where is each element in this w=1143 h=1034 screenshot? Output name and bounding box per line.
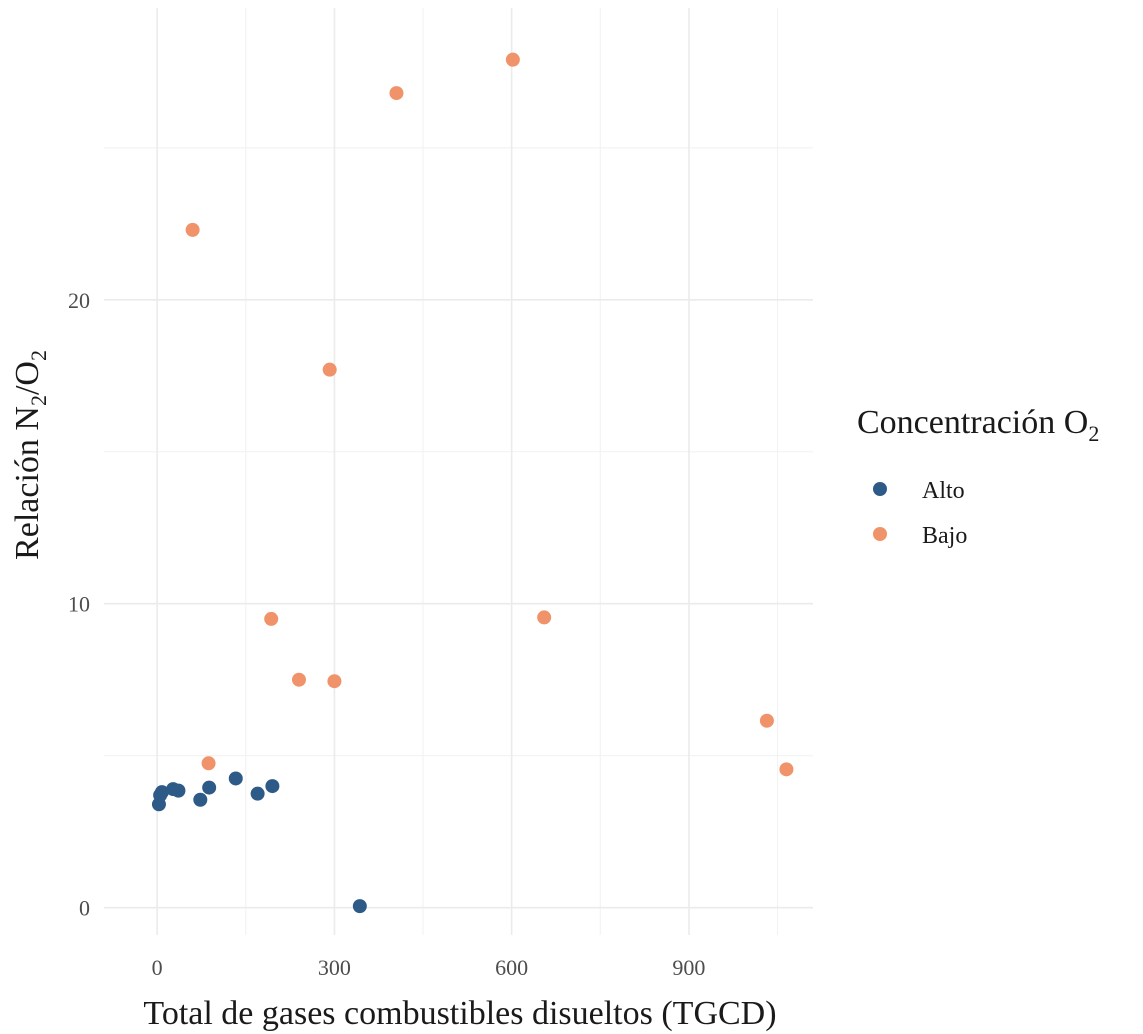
data-point-bajo xyxy=(185,222,200,237)
y-axis-title: Relación N2/O2 xyxy=(9,350,51,560)
data-point-bajo xyxy=(264,611,279,626)
legend-label-bajo: Bajo xyxy=(922,523,967,549)
data-point-bajo xyxy=(779,762,794,777)
data-point-bajo xyxy=(322,362,337,377)
data-point-bajo xyxy=(327,674,342,689)
x-tick-label: 900 xyxy=(672,955,705,980)
legend-title: Concentración O2 xyxy=(857,404,1099,446)
y-axis-tick-labels: 0 10 20 xyxy=(68,288,90,921)
y-axis-title-prefix: Relación N xyxy=(9,406,46,560)
data-point-alto xyxy=(228,771,243,786)
major-gridlines xyxy=(104,8,813,935)
legend-items: Alto Bajo xyxy=(873,478,967,549)
data-point-alto xyxy=(250,786,265,801)
x-axis-tick-labels: 0 300 600 900 xyxy=(152,955,706,980)
data-point-bajo xyxy=(759,713,774,728)
y-tick-label: 0 xyxy=(79,896,90,921)
legend-key-alto xyxy=(873,482,887,496)
x-tick-label: 600 xyxy=(495,955,528,980)
x-axis-title: Total de gases combustibles disueltos (T… xyxy=(143,995,776,1032)
data-point-alto xyxy=(154,785,169,800)
data-point-bajo xyxy=(201,756,216,771)
x-tick-label: 300 xyxy=(318,955,351,980)
y-axis-title-sub2: 2 xyxy=(26,350,51,361)
data-point-bajo xyxy=(537,610,552,625)
legend-title-prefix: Concentración O xyxy=(857,404,1088,441)
minor-gridlines xyxy=(104,8,813,935)
data-point-alto xyxy=(193,792,208,807)
legend-label-alto: Alto xyxy=(922,478,965,504)
data-points xyxy=(151,52,794,914)
y-axis-title-sub1: 2 xyxy=(26,395,51,406)
legend-title-sub: 2 xyxy=(1088,421,1099,446)
y-tick-label: 20 xyxy=(68,288,90,313)
legend-key-bajo xyxy=(873,527,887,541)
data-point-bajo xyxy=(389,86,404,101)
data-point-alto xyxy=(265,779,280,794)
legend: Concentración O2 Alto Bajo xyxy=(857,404,1099,549)
data-point-alto xyxy=(202,780,217,795)
data-point-alto xyxy=(352,899,367,914)
data-point-bajo xyxy=(291,672,306,687)
data-point-bajo xyxy=(505,52,520,67)
y-axis-title-mid: /O xyxy=(9,361,46,395)
x-tick-label: 0 xyxy=(152,955,163,980)
data-point-alto xyxy=(171,783,186,798)
y-tick-label: 10 xyxy=(68,592,90,617)
